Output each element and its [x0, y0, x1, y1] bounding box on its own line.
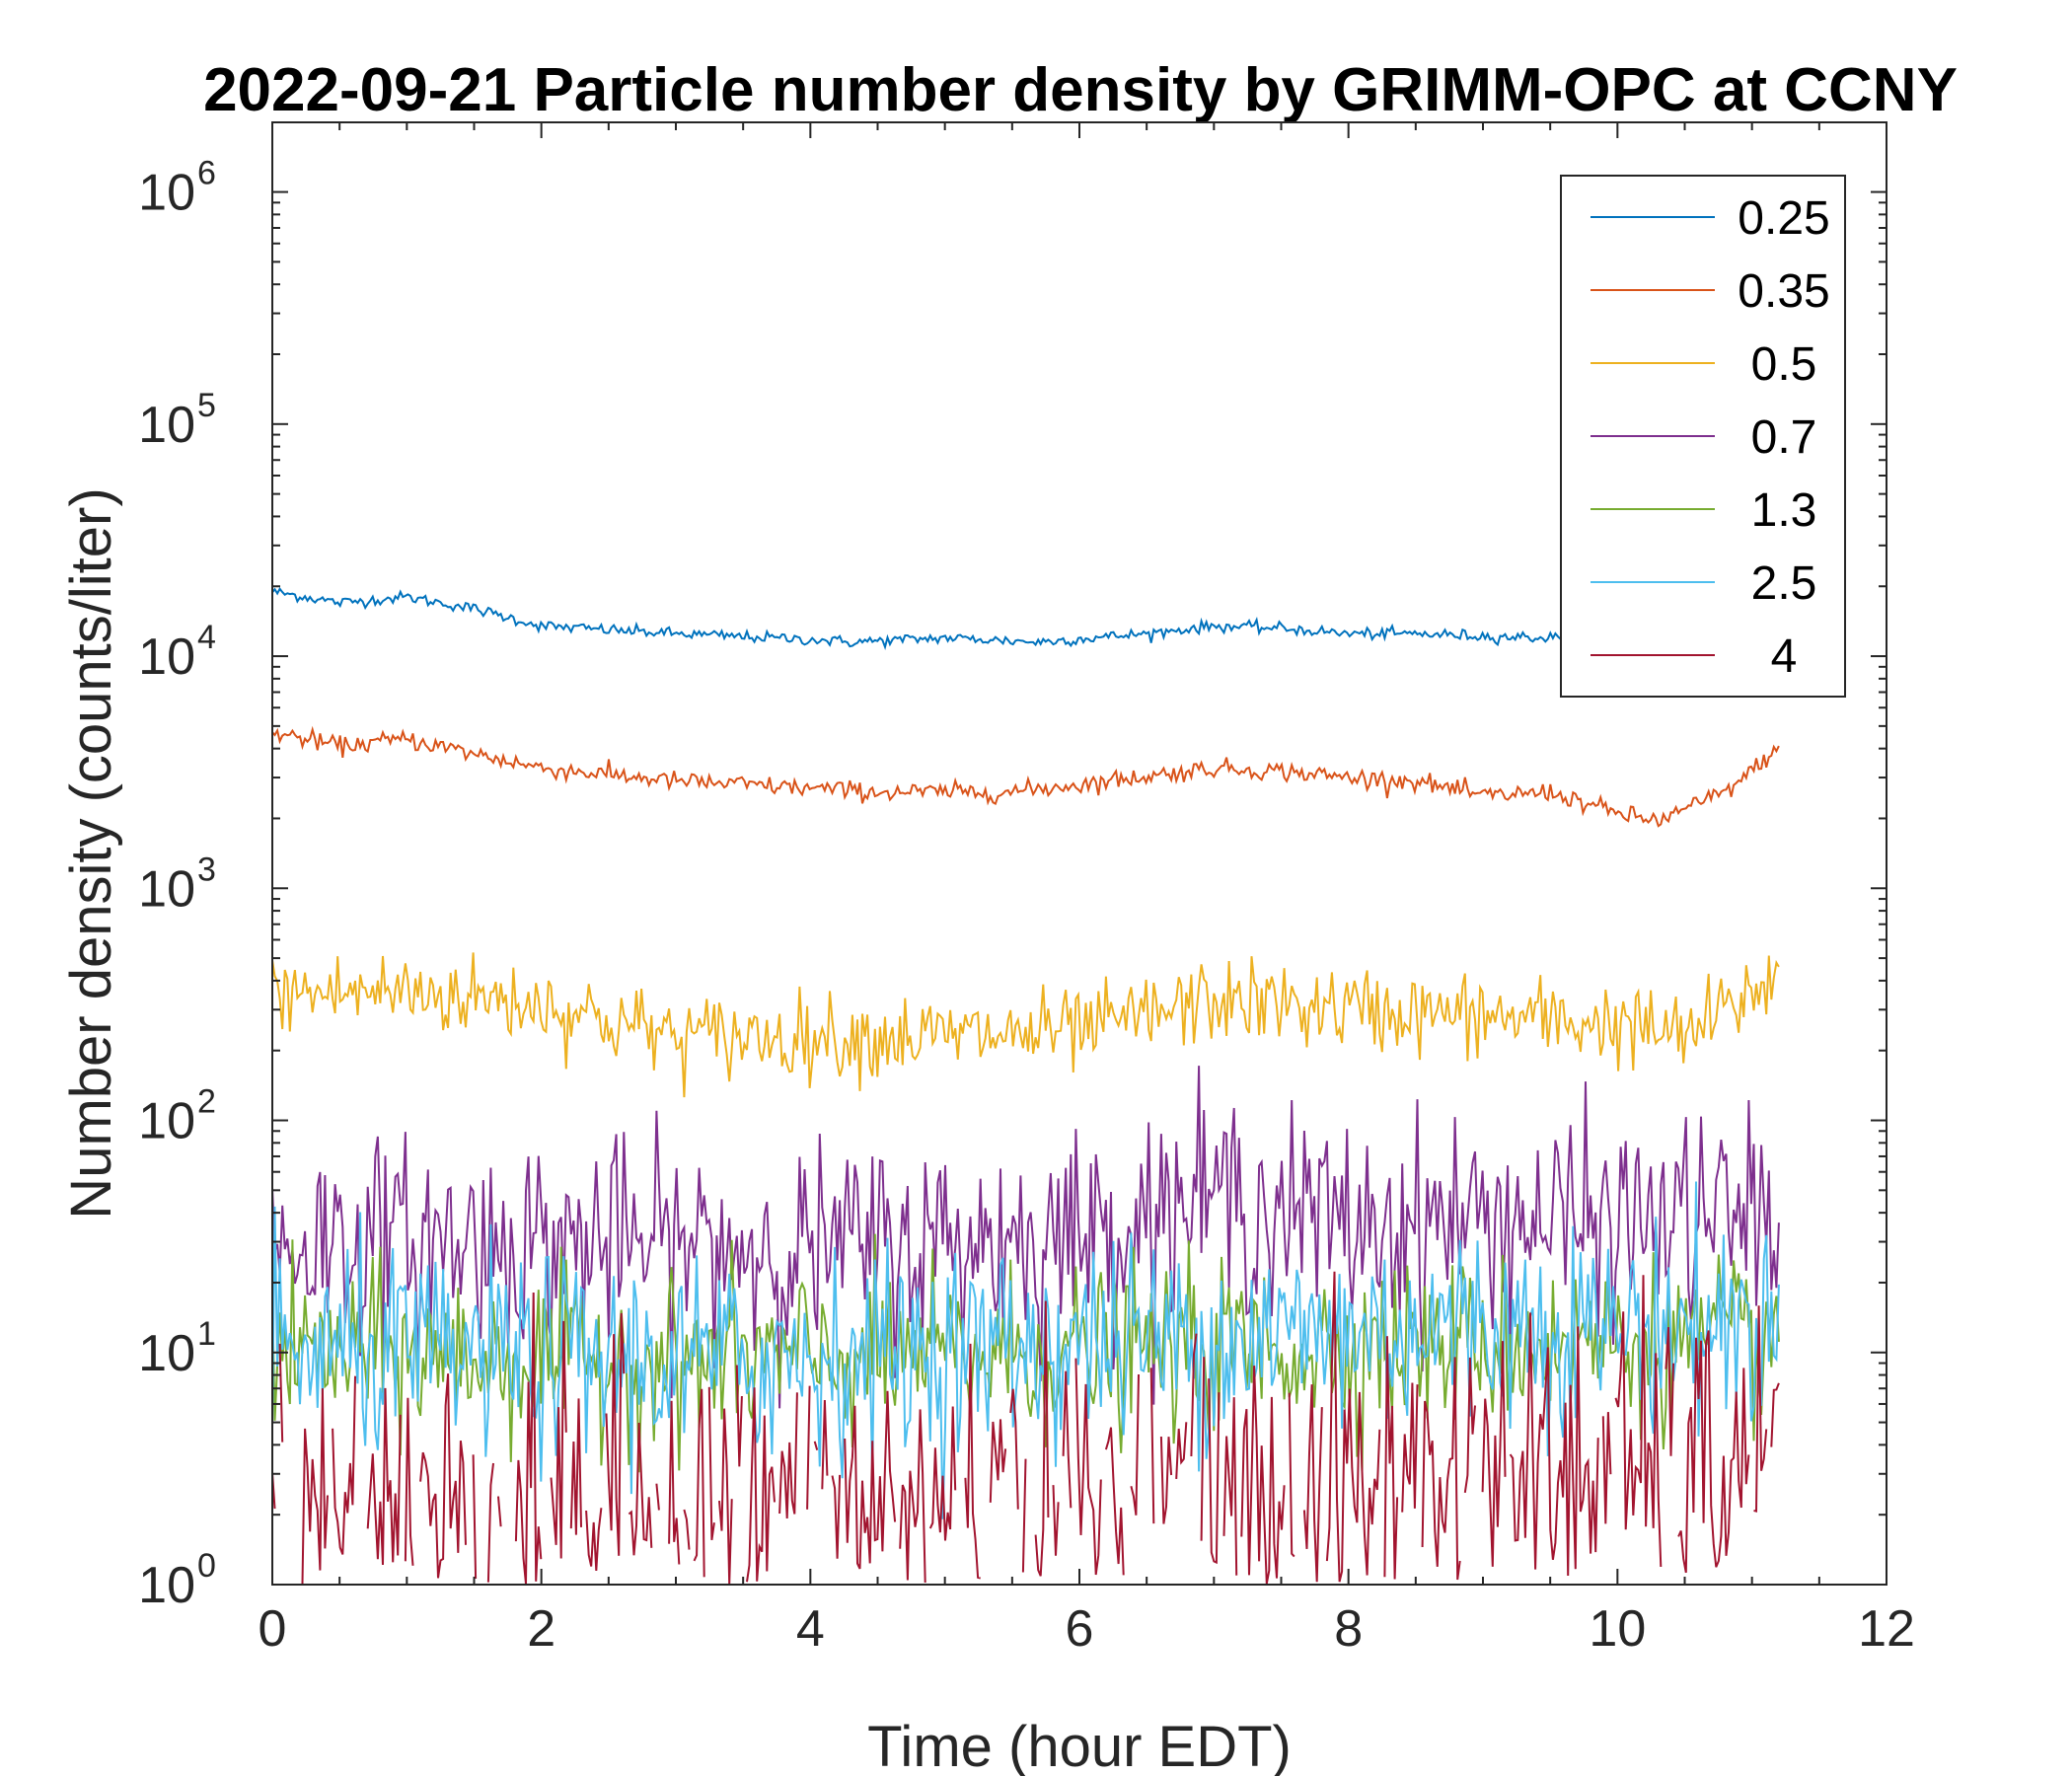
y-tick-label: 10 1 — [138, 1315, 216, 1382]
legend-label: 0.5 — [1751, 338, 1817, 391]
series-line-4 — [271, 1271, 1780, 1585]
y-tick-exponent: 3 — [197, 851, 216, 888]
y-tick-base: 10 — [138, 165, 195, 222]
y-tick-label: 10 3 — [138, 851, 216, 918]
x-tick-label: 2 — [527, 1600, 555, 1658]
series-layer — [271, 586, 1780, 1585]
y-tick-exponent: 0 — [197, 1547, 216, 1585]
legend-label: 2.5 — [1751, 557, 1817, 610]
legend-label: 0.25 — [1738, 192, 1829, 245]
x-axis-label: Time (hour EDT) — [867, 1715, 1292, 1776]
legend-label: 1.3 — [1751, 484, 1817, 537]
x-tick-label: 6 — [1066, 1600, 1094, 1658]
y-tick-base: 10 — [138, 1093, 195, 1150]
y-tick-exponent: 4 — [197, 619, 216, 656]
y-tick-label: 10 4 — [138, 619, 216, 686]
y-tick-base: 10 — [138, 1325, 195, 1382]
y-tick-exponent: 1 — [197, 1315, 216, 1353]
y-tick-label: 10 2 — [138, 1083, 216, 1150]
y-tick-base: 10 — [138, 629, 195, 686]
x-tick-label: 4 — [796, 1600, 825, 1658]
x-tick-label: 0 — [259, 1600, 287, 1658]
y-tick-base: 10 — [138, 397, 195, 454]
series-line-0-35 — [271, 725, 1780, 828]
y-tick-label: 10 0 — [138, 1547, 216, 1614]
y-tick-exponent: 5 — [197, 387, 216, 424]
y-tick-exponent: 6 — [197, 155, 216, 192]
y-tick-base: 10 — [138, 860, 195, 918]
x-tick-labels: 0 2 4 6 8 10 12 — [259, 1600, 1915, 1658]
chart-title: 2022-09-21 Particle number density by GR… — [203, 56, 1958, 124]
series-line-0-5 — [271, 952, 1780, 1098]
y-tick-label: 10 5 — [138, 387, 216, 454]
x-tick-label: 8 — [1334, 1600, 1363, 1658]
y-tick-base: 10 — [138, 1557, 195, 1614]
plot-frame — [271, 121, 1887, 1586]
x-tick-label: 12 — [1858, 1600, 1915, 1658]
legend: 0.25 0.35 0.5 0.7 1.3 2.5 4 — [1560, 175, 1846, 698]
x-tick-label: 10 — [1589, 1600, 1646, 1658]
y-tick-exponent: 2 — [197, 1083, 216, 1121]
series-line-0-25 — [271, 586, 1780, 650]
y-tick-label: 10 6 — [138, 155, 216, 222]
series-line-2-5 — [271, 1181, 1780, 1519]
legend-label: 4 — [1771, 630, 1798, 683]
legend-label: 0.35 — [1738, 265, 1829, 318]
y-axis-label: Number density (counts/liter) — [59, 487, 123, 1219]
legend-label: 0.7 — [1751, 411, 1817, 464]
series-line-0-7 — [271, 1066, 1780, 1409]
